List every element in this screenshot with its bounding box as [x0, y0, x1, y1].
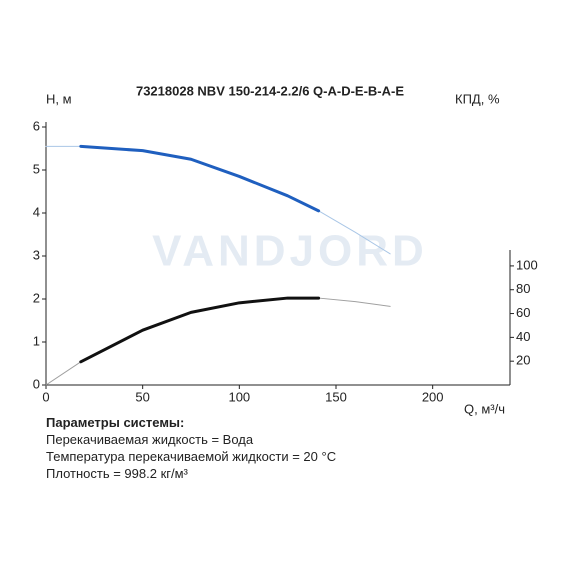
x-tick-label: 200	[422, 389, 444, 404]
x-tick-label: 100	[228, 389, 250, 404]
curve	[45, 297, 391, 386]
y2-axis-label: КПД, %	[455, 91, 500, 106]
param-line: Перекачиваемая жидкость = Вода	[46, 432, 254, 447]
curve	[79, 296, 321, 364]
y-tick-label: 4	[33, 204, 40, 219]
y-tick-label: 0	[33, 376, 40, 391]
y2-tick-label: 20	[516, 353, 530, 368]
x-axis-label: Q, м³/ч	[464, 401, 505, 416]
x-tick-label: 150	[325, 389, 347, 404]
x-tick-label: 50	[135, 389, 149, 404]
system-params: Параметры системы: Перекачиваемая жидкос…	[46, 414, 336, 482]
y-tick-label: 2	[33, 290, 40, 305]
y2-tick-label: 40	[516, 329, 530, 344]
x-tick-label: 0	[42, 389, 49, 404]
y-axis-label: H, м	[46, 91, 72, 106]
y-tick-label: 6	[33, 118, 40, 133]
y-tick-label: 5	[33, 161, 40, 176]
y-tick-label: 1	[33, 333, 40, 348]
param-line: Плотность = 998.2 кг/м³	[46, 466, 188, 481]
y2-tick-label: 60	[516, 305, 530, 320]
watermark: VANDJORD	[152, 227, 428, 276]
y2-tick-label: 80	[516, 281, 530, 296]
curve	[79, 144, 321, 213]
y2-tick-label: 100	[516, 257, 538, 272]
params-title: Параметры системы:	[46, 415, 185, 430]
param-line: Температура перекачиваемой жидкости = 20…	[46, 449, 337, 464]
chart-title: 73218028 NBV 150-214-2.2/6 Q-A-D-E-B-A-E	[136, 83, 404, 98]
y-tick-label: 3	[33, 247, 40, 262]
